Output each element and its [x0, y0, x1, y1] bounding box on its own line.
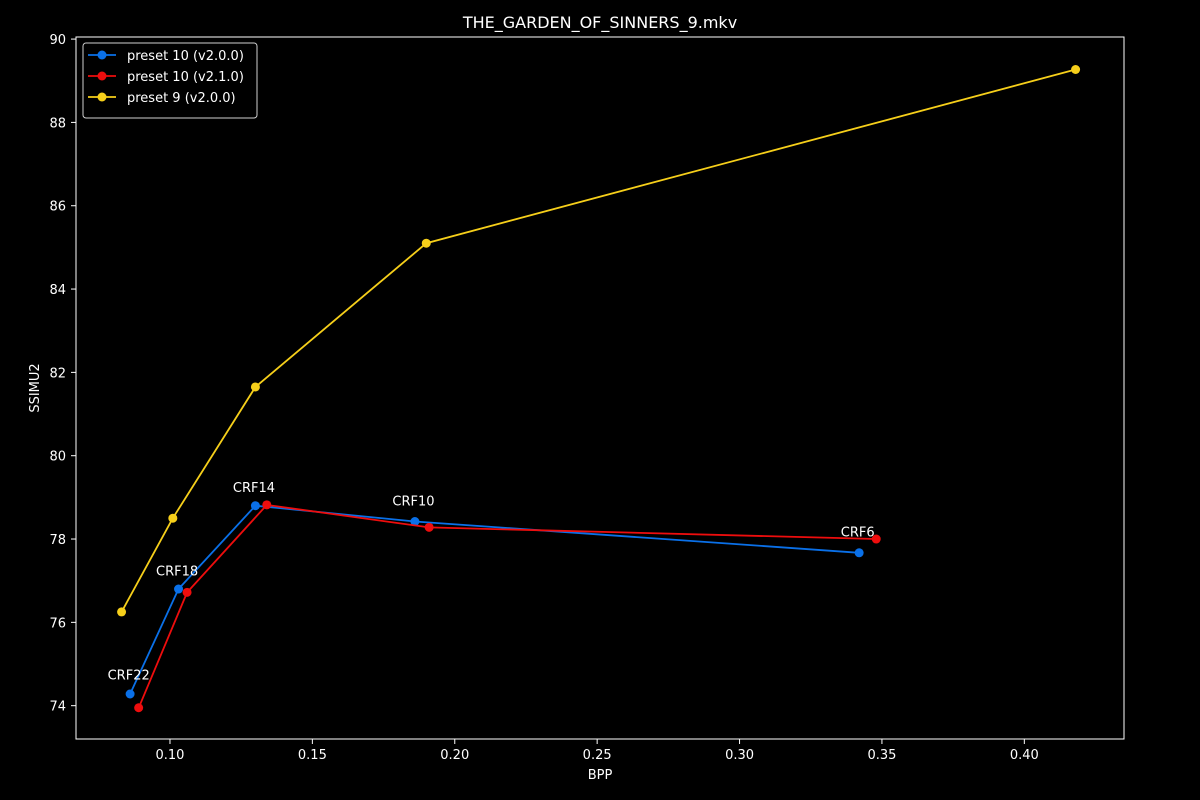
x-tick-label: 0.10	[156, 748, 185, 763]
y-tick-label: 76	[49, 616, 66, 631]
legend-entry: preset 10 (v2.1.0)	[127, 70, 244, 85]
y-tick-label: 88	[49, 116, 66, 131]
series-1	[125, 501, 864, 699]
x-tick-label: 0.35	[867, 748, 896, 763]
data-point	[125, 689, 135, 699]
data-point	[250, 501, 260, 511]
data-point	[250, 382, 260, 392]
x-tick-label: 0.40	[1010, 748, 1039, 763]
y-tick-label: 78	[49, 533, 66, 548]
annotation-label: CRF14	[233, 481, 275, 496]
data-point	[262, 500, 272, 510]
plot-area: 0.10 0.15 0.20 0.25 0.30 0.35 0.40 74 76 78 80 82 84…	[49, 33, 1125, 763]
data-point	[134, 703, 144, 713]
axes-frame	[75, 36, 1125, 740]
data-point	[871, 534, 881, 544]
data-point	[168, 513, 178, 523]
x-tick-label: 0.15	[298, 748, 327, 763]
data-point	[117, 607, 127, 617]
annotation-label: CRF10	[392, 495, 434, 510]
x-tick-label: 0.30	[725, 748, 754, 763]
legend-box	[82, 42, 258, 119]
data-point	[421, 238, 431, 248]
data-point	[1071, 64, 1081, 74]
data-point	[410, 517, 420, 527]
y-tick-label: 74	[49, 700, 66, 715]
y-tick-label: 82	[49, 366, 66, 381]
series-3	[117, 64, 1081, 617]
data-point	[174, 584, 184, 594]
legend-swatch-marker	[97, 71, 107, 81]
legend: preset 10 (v2.0.0) preset 10 (v2.1.0) pres…	[82, 42, 258, 119]
y-tick-label: 86	[49, 200, 66, 215]
legend-swatch-marker	[97, 50, 107, 60]
chart-title: THE_GARDEN_OF_SINNERS_9.mkv	[462, 13, 737, 33]
series-2	[134, 500, 881, 713]
legend-entry: preset 10 (v2.0.0)	[127, 49, 244, 64]
legend-entry: preset 9 (v2.0.0)	[127, 91, 236, 106]
annotation-label: CRF22	[108, 669, 150, 684]
x-axis-label: BPP	[588, 768, 613, 783]
x-tick-label: 0.20	[440, 748, 469, 763]
x-tick-label: 0.25	[583, 748, 612, 763]
data-point	[424, 522, 434, 532]
y-tick-label: 90	[49, 33, 66, 48]
legend-swatch-marker	[97, 92, 107, 102]
y-tick-label: 80	[49, 450, 66, 465]
data-point	[182, 587, 192, 597]
data-point	[854, 548, 864, 558]
y-axis-label: SSIMU2	[28, 363, 43, 412]
annotation-label: CRF6	[841, 525, 875, 540]
y-tick-label: 84	[49, 283, 66, 298]
annotation-label: CRF18	[156, 565, 198, 580]
